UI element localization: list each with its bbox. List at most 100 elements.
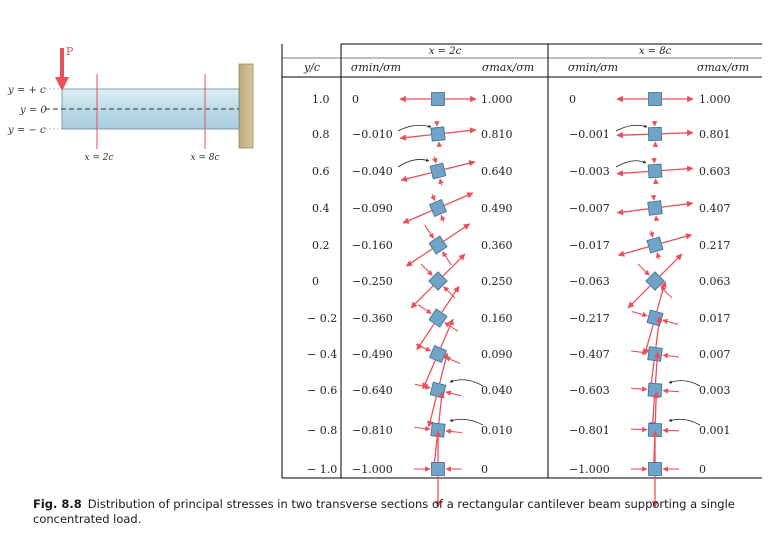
row-min-2c: −0.160 xyxy=(352,239,393,252)
pointer-curve-8c-m08 xyxy=(668,418,701,426)
stress-element-8c-row-1 xyxy=(616,120,694,148)
row-max-2c: 0 xyxy=(481,463,488,476)
row-min-8c: −0.001 xyxy=(569,128,610,141)
figure-number: Fig. 8.8 xyxy=(33,497,82,511)
wall-support xyxy=(238,63,254,149)
row-min-8c: −0.217 xyxy=(569,312,610,325)
row-min-8c: −0.007 xyxy=(569,202,610,215)
row-yc: 0.4 xyxy=(312,202,330,215)
section-label-8c: x = 8c xyxy=(190,153,219,163)
row-max-2c: 0.010 xyxy=(481,424,513,437)
stress-element-8c-row-5 xyxy=(627,253,683,309)
row-max-8c: 0 xyxy=(699,463,706,476)
row-min-2c: −0.640 xyxy=(352,384,393,397)
row-yc: − 0.8 xyxy=(307,424,337,437)
row-min-8c: −0.063 xyxy=(569,275,610,288)
section-label-2c: x = 2c xyxy=(84,153,113,163)
sub-header-max-2c: σmax/σm xyxy=(482,61,534,74)
stress-elements xyxy=(399,92,694,508)
caption-text: Distribution of principal stresses in tw… xyxy=(33,497,735,526)
row-yc: 0.8 xyxy=(312,128,330,141)
stress-element-2c-row-9 xyxy=(414,391,462,469)
group-header-2c: x = 2c xyxy=(429,46,462,57)
sub-header-max-8c: σmax/σm xyxy=(697,61,749,74)
row-max-2c: 0.490 xyxy=(481,202,513,215)
row-max-8c: 0.003 xyxy=(699,384,731,397)
y-label-bottom: y = − c xyxy=(7,125,46,136)
header-yc: y/c xyxy=(303,61,320,74)
row-max-8c: 0.007 xyxy=(699,348,731,361)
row-max-8c: 0.603 xyxy=(699,165,731,178)
row-min-2c: −0.040 xyxy=(352,165,393,178)
stress-element-2c-row-5 xyxy=(410,253,466,309)
row-max-8c: 1.000 xyxy=(699,93,731,106)
row-max-8c: 0.001 xyxy=(699,424,731,437)
row-max-8c: 0.217 xyxy=(699,239,731,252)
row-yc: − 1.0 xyxy=(307,463,337,476)
stress-element-8c-row-3 xyxy=(616,194,694,222)
row-min-8c: −1.000 xyxy=(569,463,610,476)
row-min-2c: −0.810 xyxy=(352,424,393,437)
row-max-2c: 0.640 xyxy=(481,165,513,178)
stress-element-2c-row-10 xyxy=(414,430,462,508)
pointer-curve-2c-08 xyxy=(397,124,432,132)
row-yc: − 0.2 xyxy=(307,312,337,325)
row-min-8c: −0.603 xyxy=(569,384,610,397)
y-label-neutral: y = 0 xyxy=(19,105,47,116)
row-min-2c: −0.010 xyxy=(352,128,393,141)
figure-caption: Fig. 8.8 Distribution of principal stress… xyxy=(33,497,753,527)
load-label: P xyxy=(66,45,74,58)
row-min-8c: −0.003 xyxy=(569,165,610,178)
stress-element-8c-row-4 xyxy=(617,230,693,260)
stress-table-frame xyxy=(281,43,762,479)
row-max-2c: 0.040 xyxy=(481,384,513,397)
pointer-curve-8c-m06 xyxy=(668,380,701,387)
row-max-8c: 0.017 xyxy=(699,312,731,325)
pointer-curves xyxy=(397,124,701,426)
row-yc: 0 xyxy=(312,275,319,288)
table-headers: y/c x = 2c x = 8c σmin/σm σmax/σm σmin/σ… xyxy=(303,46,749,74)
load-arrow-head xyxy=(55,77,69,91)
row-max-2c: 0.810 xyxy=(481,128,513,141)
stress-element-2c-row-6 xyxy=(416,285,460,351)
table-rows: 1.0 0 1.000 0 1.000 0.8 −0.010 0.810 −0.001 0.801… xyxy=(307,93,731,476)
stress-element-2c-row-3 xyxy=(402,192,474,224)
stress-element-8c-row-10 xyxy=(631,430,679,508)
row-min-8c: −0.801 xyxy=(569,424,610,437)
row-max-8c: 0.407 xyxy=(699,202,731,215)
stress-element-2c-row-1 xyxy=(399,120,477,148)
sub-header-min-2c: σmin/σm xyxy=(351,61,401,74)
stress-element-8c-row-2 xyxy=(616,157,694,185)
row-min-2c: −0.490 xyxy=(352,348,393,361)
group-header-8c: x = 8c xyxy=(639,46,672,57)
row-min-2c: −0.360 xyxy=(352,312,393,325)
row-yc: − 0.4 xyxy=(307,348,337,361)
row-yc: 0.2 xyxy=(312,239,330,252)
stress-element-2c-row-4 xyxy=(405,223,471,267)
row-max-2c: 0.090 xyxy=(481,348,513,361)
pointer-curve-2c-06 xyxy=(397,158,430,168)
pointer-curve-8c-06 xyxy=(615,160,647,168)
row-max-2c: 0.360 xyxy=(481,239,513,252)
row-max-2c: 0.250 xyxy=(481,275,513,288)
row-min-8c: −0.407 xyxy=(569,348,610,361)
row-yc: 1.0 xyxy=(312,93,330,106)
pointer-curve-2c-m08 xyxy=(449,418,484,426)
row-min-2c: −1.000 xyxy=(352,463,393,476)
row-min-2c: −0.090 xyxy=(352,202,393,215)
row-max-2c: 1.000 xyxy=(481,93,513,106)
row-min-2c: −0.250 xyxy=(352,275,393,288)
y-label-top: y = + c xyxy=(7,85,46,96)
row-min-8c: −0.017 xyxy=(569,239,610,252)
row-max-8c: 0.801 xyxy=(699,128,731,141)
row-max-8c: 0.063 xyxy=(699,275,731,288)
row-min-2c: 0 xyxy=(352,93,359,106)
stress-element-2c-row-0 xyxy=(399,92,477,106)
row-max-2c: 0.160 xyxy=(481,312,513,325)
sub-header-min-8c: σmin/σm xyxy=(568,61,618,74)
stress-element-8c-row-0 xyxy=(616,92,694,106)
row-min-8c: 0 xyxy=(569,93,576,106)
stress-element-2c-row-2 xyxy=(400,156,476,186)
beam-diagram: P y = + c y = 0 y = − c x = 2c x = 8c xyxy=(7,45,254,163)
